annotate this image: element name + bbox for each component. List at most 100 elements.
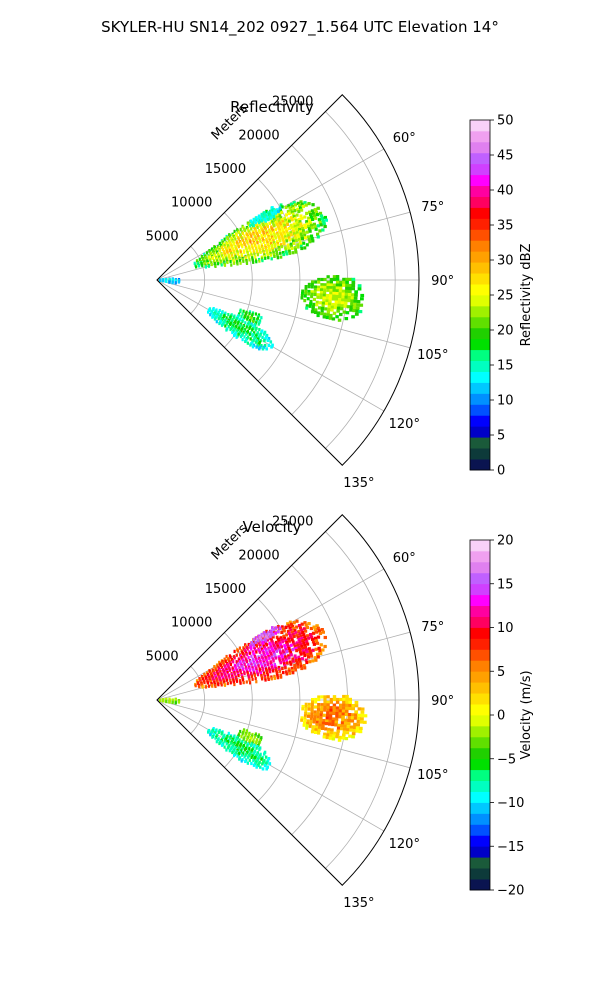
echo-cell: [335, 735, 339, 739]
echo-cell: [320, 703, 324, 707]
echo-cell: [259, 240, 262, 244]
echo-cell: [318, 631, 323, 635]
echo-cell: [274, 666, 277, 670]
echo-cell: [296, 663, 300, 667]
echo-cell: [272, 222, 275, 226]
colorbar-tick-label: 15: [497, 577, 514, 592]
echo-cell: [307, 202, 311, 206]
echo-cell: [251, 657, 254, 661]
echo-cell: [313, 285, 317, 289]
echo-cell: [261, 636, 265, 640]
echo-cell: [329, 706, 333, 710]
echo-cell: [338, 715, 342, 719]
echo-cell: [226, 237, 229, 241]
echo-cell: [216, 733, 219, 737]
echo-cell: [329, 277, 333, 282]
echo-cell: [313, 705, 317, 709]
echo-cell: [323, 644, 327, 649]
echo-cell: [277, 655, 281, 659]
echo-cell: [309, 633, 313, 637]
echo-cell: [279, 636, 283, 640]
colorbar-swatch: [470, 393, 490, 405]
echo-cell: [301, 707, 305, 711]
echo-cell: [329, 280, 333, 284]
echo-cell: [307, 227, 311, 231]
echo-cell: [363, 714, 368, 718]
echo-cell: [284, 218, 288, 222]
echo-cell: [236, 754, 239, 758]
echo-cell: [321, 228, 325, 232]
echo-cell: [312, 642, 316, 646]
echo-cell: [297, 209, 301, 214]
echo-cell: [265, 657, 268, 661]
echo-cell: [354, 290, 358, 294]
echo-cell: [263, 652, 266, 656]
colorbar-swatch: [470, 649, 490, 661]
echo-cell: [227, 325, 230, 329]
echo-cell: [283, 629, 286, 633]
echo-cell: [357, 284, 362, 288]
echo-cell: [221, 254, 224, 258]
echo-cell: [262, 658, 265, 663]
echo-cell: [271, 633, 275, 637]
echo-cell: [329, 286, 333, 290]
echo-cell: [289, 216, 293, 220]
echo-cell: [235, 679, 239, 683]
echo-cell: [360, 293, 365, 298]
echo-cell: [299, 214, 303, 218]
echo-cell: [305, 650, 309, 654]
echo-cell: [165, 279, 168, 283]
echo-cell: [323, 312, 327, 316]
colorbar-swatch: [470, 196, 490, 208]
echo-cell: [331, 720, 335, 724]
echo-cell: [354, 700, 359, 705]
echo-cell: [335, 709, 339, 713]
echo-cell: [177, 700, 180, 704]
echo-cell: [319, 293, 323, 297]
echo-cell: [321, 301, 325, 305]
echo-cell: [295, 619, 299, 623]
echo-cell: [273, 232, 276, 236]
echo-cell: [310, 705, 314, 709]
echo-cell: [275, 208, 279, 212]
echo-cell: [307, 622, 311, 626]
echo-cell: [351, 293, 355, 297]
echo-cell: [162, 279, 165, 283]
echo-cell: [335, 294, 339, 299]
echo-cell: [269, 340, 273, 344]
echo-cell: [292, 230, 296, 234]
echo-cell: [204, 265, 208, 269]
echo-cell: [208, 256, 211, 260]
echo-cell: [218, 321, 221, 326]
echo-cell: [297, 225, 301, 229]
echo-cell: [279, 208, 282, 213]
echo-cell: [201, 264, 204, 268]
echo-cell: [343, 304, 348, 308]
echo-cell: [214, 736, 217, 740]
echo-cell: [250, 755, 253, 759]
echo-cell: [286, 243, 290, 247]
echo-cell: [269, 629, 273, 633]
echo-cell: [327, 307, 331, 312]
echo-cell: [285, 670, 288, 674]
colorbar-swatch: [470, 152, 490, 165]
colorbar-label: Reflectivity dBZ: [519, 244, 534, 347]
echo-cell: [319, 716, 323, 720]
echo-cell: [222, 735, 225, 739]
echo-cell: [326, 730, 330, 734]
echo-cell: [251, 328, 254, 332]
echo-cell: [260, 219, 264, 223]
echo-cell: [223, 745, 226, 749]
echo-cell: [352, 305, 357, 310]
echo-cell: [273, 209, 276, 213]
echo-cell: [285, 252, 289, 256]
echo-cell: [310, 712, 314, 716]
echo-cell: [212, 733, 216, 737]
echo-cell: [306, 653, 310, 657]
echo-cell: [344, 289, 349, 293]
echo-cell: [225, 322, 228, 326]
echo-region: [159, 277, 181, 285]
echo-cell: [312, 717, 316, 721]
echo-cell: [261, 664, 264, 669]
echo-cell: [246, 761, 249, 765]
